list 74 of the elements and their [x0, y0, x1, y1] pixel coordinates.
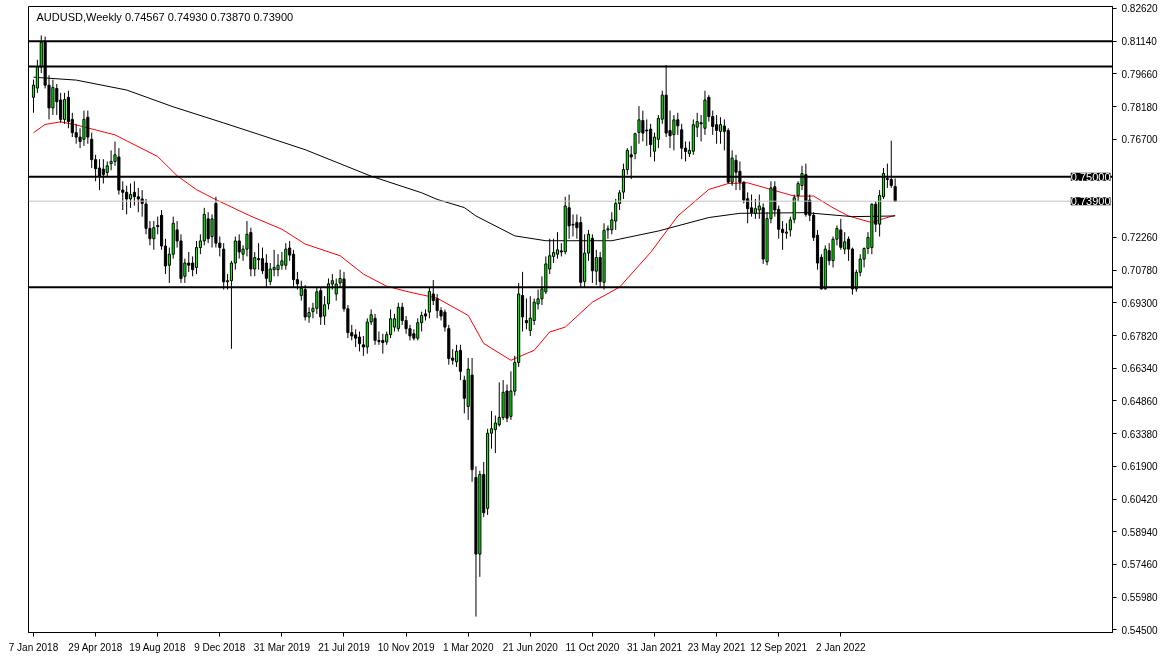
candlestick: [136, 187, 140, 213]
candlestick: [680, 123, 684, 160]
candlestick: [152, 220, 156, 251]
candlestick: [206, 211, 210, 244]
candlestick: [524, 297, 528, 330]
candlestick: [753, 198, 757, 220]
candlestick: [276, 253, 280, 277]
candlestick: [51, 79, 55, 116]
y-tick-label: 0.72260: [1121, 232, 1159, 244]
x-tick-label: 2 Jan 2022: [816, 641, 866, 653]
candlestick: [839, 218, 843, 251]
y-tick-label: 0.69300: [1121, 297, 1159, 309]
candlestick: [458, 344, 462, 381]
x-tick-label: 1 Mar 2020: [442, 641, 494, 653]
x-tick-label: 31 Mar 2019: [253, 641, 311, 653]
candlestick: [62, 92, 67, 125]
candlestick: [257, 242, 261, 271]
candlestick: [396, 302, 400, 333]
candlestick: [237, 233, 241, 260]
y-tick-label: 0.70780: [1121, 265, 1159, 277]
y-tick-label: 0.57460: [1121, 559, 1159, 571]
candlestick: [641, 110, 645, 143]
candlestick: [381, 333, 385, 355]
candlestick: [493, 415, 497, 454]
y-tick-label: 0.63380: [1121, 428, 1159, 440]
candlestick: [672, 114, 676, 151]
candlestick: [82, 110, 86, 147]
x-tick-label: 21 Jun 2020: [502, 641, 559, 653]
y-tick-label: 0.81140: [1121, 36, 1158, 48]
y-tick-label: 0.55980: [1121, 592, 1159, 604]
y-tick-label: 0.64860: [1121, 395, 1159, 407]
candlestick: [649, 123, 653, 158]
candlestick: [416, 317, 420, 341]
x-tick-label: 31 Jan 2021: [626, 641, 683, 653]
y-tick-label: 0.61900: [1121, 461, 1159, 473]
candlestick: [718, 116, 723, 145]
candlestick: [373, 313, 377, 346]
candlestick: [715, 114, 719, 145]
y-tick-label: 0.79660: [1121, 68, 1159, 80]
ref-line-label: 0.75000: [1070, 170, 1111, 183]
candlestick: [125, 185, 129, 215]
y-tick-label: 0.66340: [1121, 363, 1159, 375]
x-tick-label: 10 Nov 2019: [377, 641, 435, 653]
candlestick: [749, 194, 754, 218]
candlestick: [645, 118, 649, 147]
candlestick: [132, 180, 136, 207]
x-tick-label: 11 Oct 2020: [565, 641, 620, 653]
candlestick: [528, 295, 532, 337]
y-tick-label: 0.54500: [1121, 624, 1159, 636]
candlestick: [55, 83, 59, 116]
y-tick-label: 0.58940: [1121, 526, 1159, 538]
candlestick: [59, 92, 63, 124]
candlestick: [187, 251, 191, 273]
chart-title: AUDUSD,Weekly 0.74567 0.74930 0.73870 0.73900: [36, 10, 294, 23]
x-tick-label: 29 Apr 2018: [68, 641, 123, 653]
x-tick-label: 23 May 2021: [687, 641, 746, 653]
ref-line-label: 0.73900: [1070, 195, 1111, 208]
x-tick-label: 21 Jul 2019: [318, 641, 371, 653]
x-tick-label: 7 Jan 2018: [8, 641, 59, 653]
candlestick: [194, 240, 199, 275]
candlestick: [843, 231, 847, 255]
x-tick-label: 9 Dec 2018: [194, 641, 246, 653]
x-tick-label: 12 Sep 2021: [750, 641, 808, 653]
candlestick: [128, 182, 133, 209]
y-tick-label: 0.82620: [1121, 3, 1159, 15]
candlestick: [260, 247, 265, 275]
candlestick: [357, 331, 362, 352]
candlestick: [284, 242, 288, 271]
y-tick-label: 0.60420: [1121, 494, 1159, 506]
y-tick-label: 0.76700: [1121, 134, 1159, 146]
x-tick-label: 19 Aug 2018: [129, 641, 186, 653]
y-tick-label: 0.67820: [1121, 330, 1159, 342]
y-tick-label: 0.78180: [1121, 101, 1159, 113]
candlestick: [497, 381, 501, 428]
